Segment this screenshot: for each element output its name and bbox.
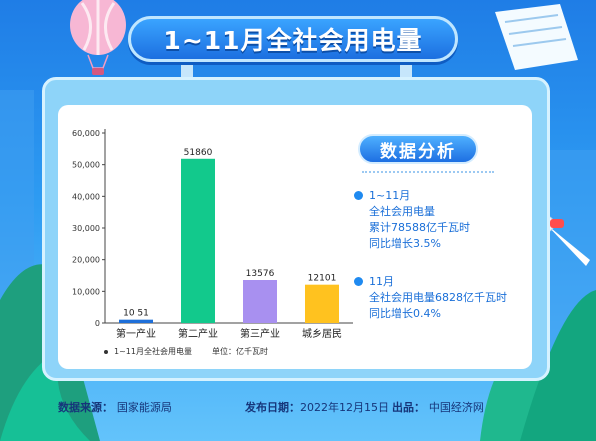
leaf-shape: [520, 290, 596, 441]
analysis-item-2: 11月 全社会用电量6828亿千瓦时 同比增长0.4%: [354, 274, 507, 322]
title-banner: 1~11月全社会用电量: [128, 16, 458, 62]
dotted-divider: [362, 171, 494, 173]
legend-label: 1~11月全社会用电量: [114, 347, 192, 356]
chart-legend: 1~11月全社会用电量 单位：亿千瓦时: [104, 346, 268, 357]
unit-label: 单位：亿千瓦时: [211, 347, 268, 356]
bar: [119, 319, 153, 323]
x-tick-label: 第一产业: [116, 327, 156, 340]
bar: [243, 280, 277, 323]
balloon-icon: [70, 0, 126, 75]
date-value: 2022年12月15日: [300, 401, 389, 414]
source-value: 国家能源局: [116, 401, 172, 414]
publisher-value: 中国经济网: [428, 401, 484, 414]
analysis-badge: 数据分析: [358, 134, 478, 164]
footer-source: 数据来源： 国家能源局: [58, 399, 172, 417]
page-title: 1~11月全社会用电量: [163, 26, 423, 55]
bullet-icon: [354, 191, 363, 200]
y-tick-label: 40,000: [72, 192, 100, 201]
y-tick-label: 0: [95, 319, 100, 328]
analysis-line: 同比增长3.5%: [369, 237, 441, 250]
y-tick-label: 10,000: [72, 287, 100, 296]
date-label: 发布日期：: [245, 401, 300, 414]
analysis-line: 累计78588亿千瓦时: [369, 221, 470, 234]
source-label: 数据来源：: [58, 401, 113, 414]
value-label: 12101: [308, 274, 337, 284]
footer-date: 发布日期：2022年12月15日: [245, 399, 389, 417]
x-tick-label: 城乡居民: [302, 328, 342, 340]
analysis-line: 同比增长0.4%: [369, 307, 441, 320]
y-tick-label: 60,000: [72, 129, 100, 138]
x-tick-label: 第二产业: [178, 327, 218, 340]
publisher-label: 出品：: [392, 401, 425, 414]
value-label: 13576: [246, 269, 275, 279]
bar: [305, 284, 339, 323]
y-tick-label: 50,000: [72, 161, 100, 170]
bar: [181, 158, 215, 323]
value-label: 10 51: [123, 309, 149, 319]
analysis-line: 全社会用电量6828亿千瓦时: [369, 291, 507, 304]
analysis-line: 全社会用电量: [369, 205, 435, 218]
footer-publisher: 出品： 中国经济网: [392, 399, 484, 417]
analysis-line: 11月: [369, 275, 394, 288]
paper-icon: [495, 4, 578, 70]
y-tick-label: 20,000: [72, 256, 100, 265]
bullet-icon: [354, 277, 363, 286]
bar-chart: 0 10,000 20,000 30,000 40,000 50,000 60,000 10 …: [72, 129, 353, 340]
analysis-title: 数据分析: [380, 141, 456, 162]
leaf-shape: [0, 350, 90, 441]
legend-dot: [104, 349, 108, 354]
x-tick-label: 第三产业: [240, 327, 280, 340]
value-label: 51860: [184, 148, 213, 158]
y-tick-label: 30,000: [72, 224, 100, 233]
analysis-item-1: 1~11月 全社会用电量 累计78588亿千瓦时 同比增长3.5%: [354, 188, 470, 252]
analysis-line: 1~11月: [369, 189, 411, 202]
